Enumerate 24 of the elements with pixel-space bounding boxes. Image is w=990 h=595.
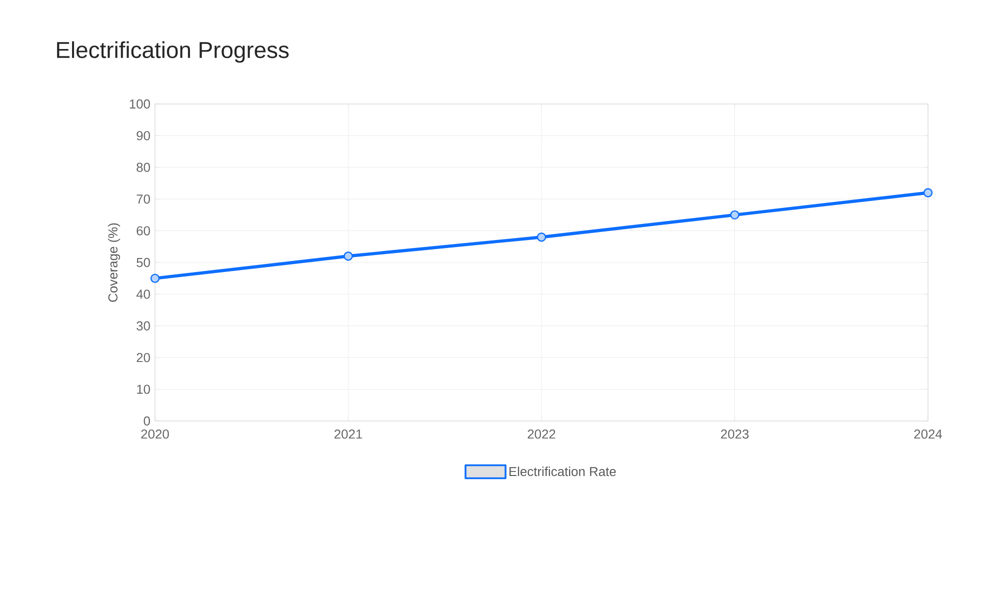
y-tick-label: 90 <box>136 131 150 140</box>
point <box>150 274 160 283</box>
x-tick-label: 2023 <box>721 429 749 439</box>
x-tick-label: 2024 <box>914 429 942 439</box>
y-tick-label: 20 <box>136 352 150 362</box>
y-tick-label: 50 <box>136 258 150 268</box>
x-tick-label: 2021 <box>334 429 362 439</box>
point <box>730 210 740 220</box>
point <box>923 188 933 198</box>
y-tick-label: 10 <box>137 384 150 394</box>
x-tick-label: 2022 <box>528 429 556 439</box>
point <box>536 232 546 242</box>
y-tick-label: 40 <box>136 290 150 299</box>
y-tick-label: 30 <box>136 321 150 330</box>
y-tick-label: 70 <box>136 194 150 204</box>
chart-title: Electrification Progress <box>57 41 289 63</box>
y-tick-label: 80 <box>136 162 150 172</box>
legend-label: Electrification Rate <box>509 466 616 476</box>
x-tick-label: 2020 <box>141 429 169 439</box>
point <box>344 252 353 261</box>
y-axis-title: Coverage (%) <box>108 223 120 302</box>
y-tick-label: 100 <box>130 99 150 109</box>
y-tick-label: 0 <box>144 416 150 426</box>
y-tick-label: 60 <box>136 226 150 236</box>
